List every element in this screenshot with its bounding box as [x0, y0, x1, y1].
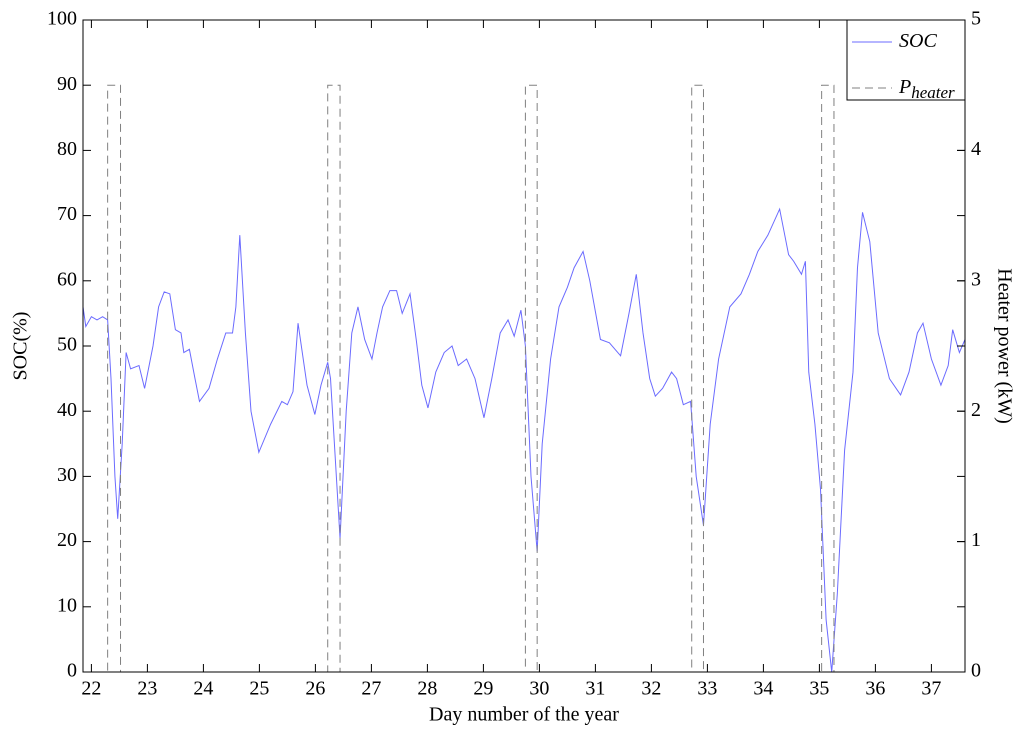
legend-subscript: heater [911, 83, 955, 102]
y-tick-label: 10 [57, 594, 77, 616]
y2-tick-label: 2 [971, 399, 981, 421]
x-tick-label: 32 [641, 678, 661, 700]
y2-axis-label: Heater power (kW) [993, 268, 1015, 423]
y-tick-label: 80 [57, 138, 77, 160]
x-tick-label: 37 [921, 678, 941, 700]
x-tick-label: 22 [81, 678, 101, 700]
x-tick-label: 30 [529, 678, 549, 700]
legend-label: SOC [899, 30, 937, 52]
y2-tick-label: 3 [971, 268, 981, 290]
y-tick-label: 30 [57, 464, 77, 486]
legend-box [846, 19, 966, 101]
y2-tick-label: 1 [971, 529, 981, 551]
x-tick-label: 24 [193, 678, 213, 700]
y-tick-label: 40 [57, 399, 77, 421]
x-tick-label: 34 [753, 678, 773, 700]
y-tick-label: 60 [57, 268, 77, 290]
y2-tick-label: 4 [971, 138, 981, 160]
y-tick-label: 20 [57, 529, 77, 551]
x-tick-label: 26 [305, 678, 325, 700]
y2-tick-label: 5 [971, 8, 981, 30]
y-tick-label: 70 [57, 203, 77, 225]
y-tick-label: 0 [67, 660, 77, 682]
y2-tick-label: 0 [971, 660, 981, 682]
x-tick-label: 28 [417, 678, 437, 700]
x-tick-label: 31 [585, 678, 605, 700]
plot-frame [82, 19, 966, 673]
x-tick-label: 25 [249, 678, 269, 700]
y-tick-label: 50 [57, 334, 77, 356]
y-tick-label: 100 [47, 8, 77, 30]
x-tick-label: 33 [697, 678, 717, 700]
x-tick-label: 35 [809, 678, 829, 700]
x-tick-label: 27 [361, 678, 381, 700]
series-line [83, 207, 965, 672]
y-axis-label: SOC(%) [10, 312, 32, 381]
legend-label: Pheater [898, 76, 955, 102]
y-tick-label: 90 [57, 73, 77, 95]
x-axis-label: Day number of the year [429, 704, 619, 726]
x-tick-label: 36 [865, 678, 885, 700]
legend-name: P [898, 76, 911, 98]
legend-name: SOC [899, 30, 937, 52]
x-tick-label: 29 [473, 678, 493, 700]
x-tick-label: 23 [137, 678, 157, 700]
series-line [83, 84, 965, 672]
